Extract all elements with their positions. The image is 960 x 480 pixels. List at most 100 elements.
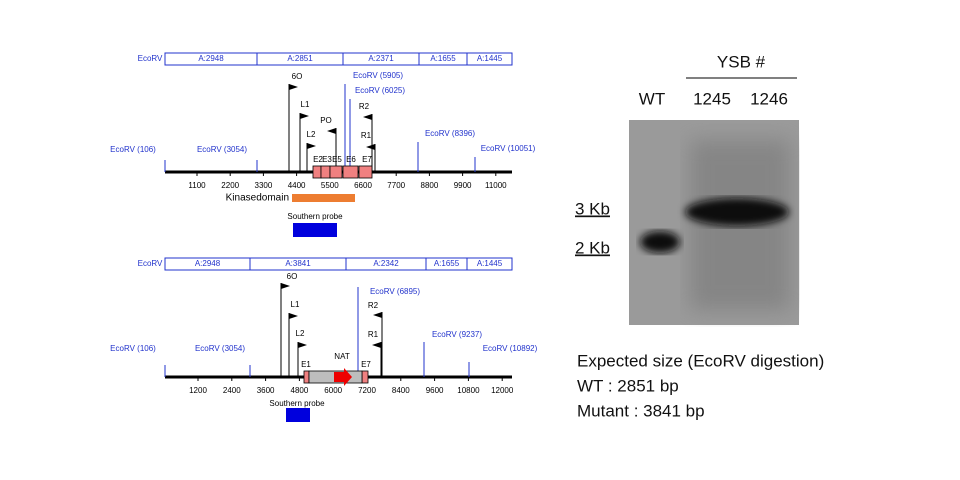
lane-label: 1246 [750,89,788,108]
probe-label: Southern probe [269,399,325,408]
primer-flag [373,312,382,318]
site-label: EcoRV (5905) [353,71,403,80]
site-label: EcoRV (106) [110,145,156,154]
primer-label: L2 [307,130,316,139]
primer-flag [307,143,316,149]
fragment-label: A:2342 [373,259,399,268]
size-marker: 2 Kb [575,238,610,257]
primer-flag [366,144,375,150]
tick-label: 2400 [223,386,241,395]
primer-flag [300,113,309,119]
primer-flag [363,114,372,120]
tick-label: 8800 [421,181,439,190]
site-label: EcoRV (3054) [197,145,247,154]
enzyme-label: EcoRV [138,54,163,63]
fragment-label: A:1655 [430,54,456,63]
tick-label: 7700 [387,181,405,190]
site-label: EcoRV (10051) [481,144,536,153]
enzyme-label: EcoRV [138,259,163,268]
primer-flag [281,283,290,289]
fragment-label: A:2948 [198,54,224,63]
fragment-bar [164,257,513,271]
tick-label: 8400 [392,386,410,395]
marker-label: NAT [334,352,350,361]
tick-label: 4800 [291,386,309,395]
nat-arrow [334,368,352,386]
tick-label: 11000 [485,181,507,190]
primer-flag [327,128,336,134]
fragment-label: A:3841 [285,259,311,268]
note: Expected size (EcoRV digestion) [577,351,824,370]
site-label: EcoRV (3054) [195,344,245,353]
site-label: EcoRV (6895) [370,287,420,296]
primer-label: 6O [292,72,303,81]
tick-label: 12000 [491,386,514,395]
tick-label: 6600 [354,181,372,190]
fragment-label: A:2948 [195,259,221,268]
exon [361,370,369,384]
exon-label: E6 [346,155,356,164]
tick-label: 3300 [255,181,273,190]
primer-flag [289,313,298,319]
exon-label: E3 [322,155,332,164]
primer-label: R2 [368,301,379,310]
primer-label: PO [320,116,332,125]
primer-flag [372,342,381,348]
band [640,231,680,253]
tick-label: 3600 [257,386,275,395]
tick-label: 1200 [189,386,207,395]
fragment-bar [164,52,513,66]
tick-label: 1100 [188,181,206,190]
exon-label: E7 [362,155,372,164]
exon [329,165,343,179]
site-label: EcoRV (9237) [432,330,482,339]
site-label: EcoRV (6025) [355,86,405,95]
tick-label: 5500 [321,181,339,190]
exon [320,165,331,179]
exon-label: E2 [313,155,323,164]
exon-label: E1 [301,360,311,369]
exon [342,165,359,179]
site-label: EcoRV (10892) [483,344,538,353]
tick-label: 9600 [426,386,444,395]
note: WT : 2851 bp [577,376,679,395]
southern-probe [293,223,337,237]
primer-flag [298,342,307,348]
tick-label: 4400 [288,181,306,190]
primer-label: R1 [368,330,379,339]
primer-label: L2 [296,329,305,338]
primer-label: L1 [301,100,310,109]
fragment-label: A:2851 [287,54,313,63]
tick-label: 10800 [457,386,480,395]
exon-label: E7 [361,360,371,369]
blot-header: YSB # [717,52,766,71]
domain-label: Kinasedomain [226,193,289,204]
probe-label: Southern probe [287,212,343,221]
site-label: EcoRV (106) [110,344,156,353]
primer-label: 6O [287,272,298,281]
exon [312,165,322,179]
note: Mutant : 3841 bp [577,401,705,420]
band [685,198,789,226]
southern-probe [286,408,310,422]
exon [358,165,373,179]
exon [303,370,310,384]
tick-label: 6000 [324,386,342,395]
lane-label: 1245 [693,89,731,108]
primer-flag [289,84,298,90]
primer-label: R1 [361,131,372,140]
primer-label: R2 [359,102,370,111]
lane-label: WT [639,89,665,108]
fragment-label: A:1445 [477,54,503,63]
size-marker: 3 Kb [575,199,610,218]
tick-label: 7200 [358,386,376,395]
primer-label: L1 [291,300,300,309]
tick-label: 9900 [454,181,472,190]
kinase-domain [292,194,355,202]
fragment-label: A:1445 [477,259,503,268]
fragment-label: A:2371 [368,54,394,63]
fragment-label: A:1655 [434,259,460,268]
exon-label: E5 [332,155,342,164]
site-label: EcoRV (8396) [425,129,475,138]
